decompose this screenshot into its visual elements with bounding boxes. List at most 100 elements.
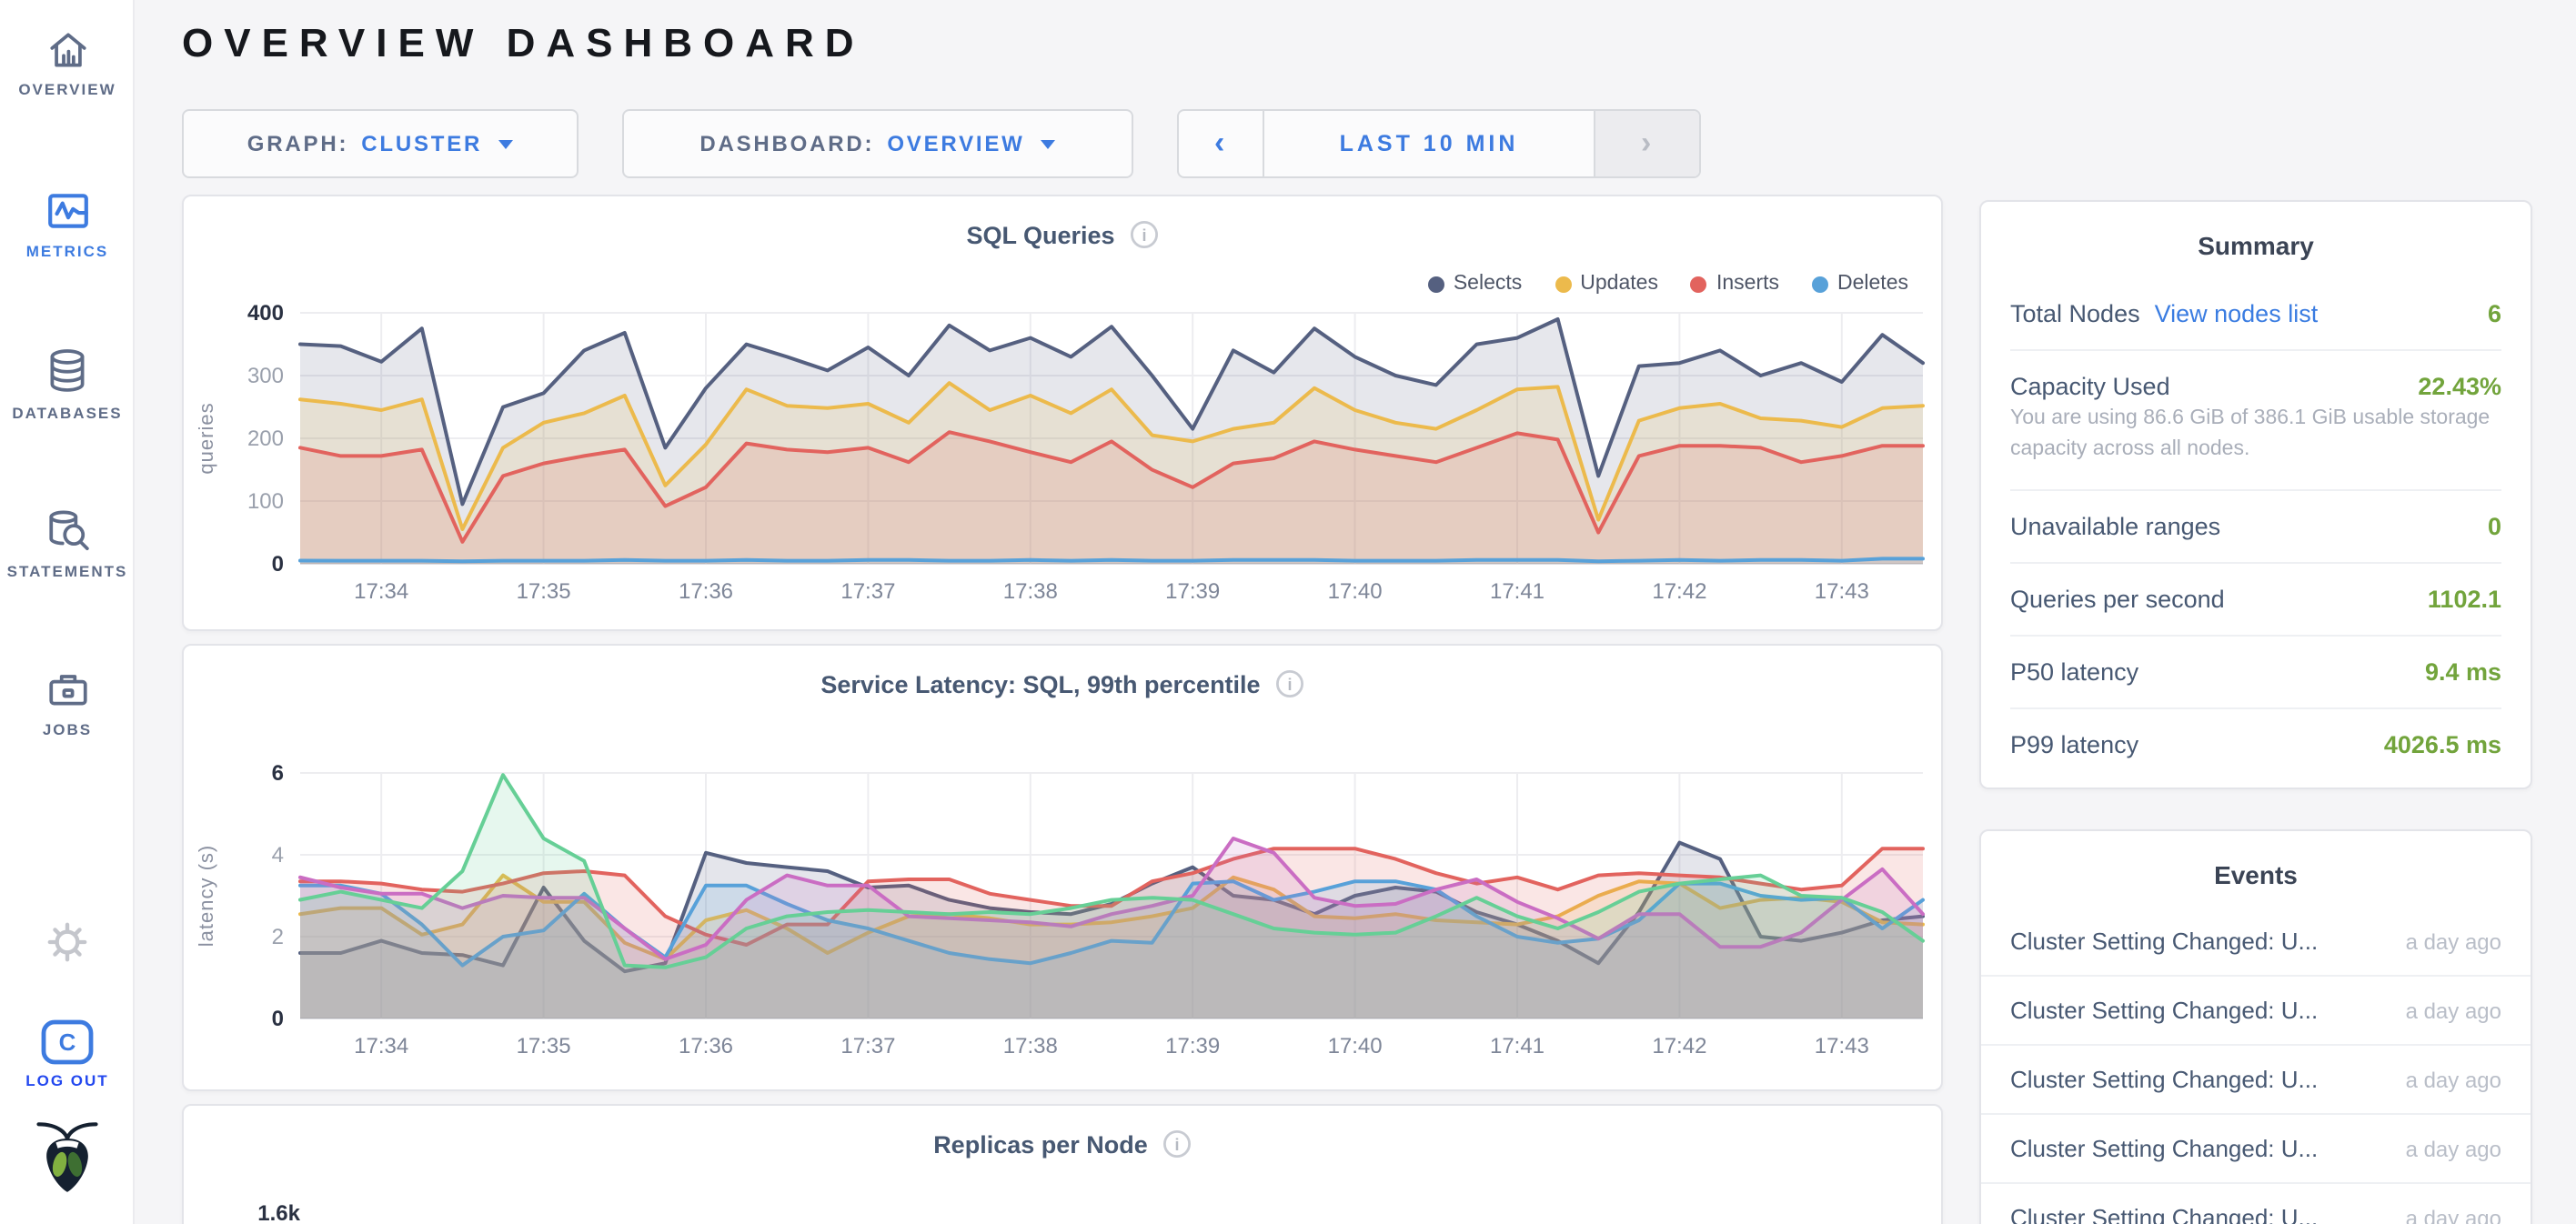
time-range-button[interactable]: LAST 10 MIN [1264,111,1594,176]
svg-text:17:37: 17:37 [840,1034,895,1058]
metrics-icon [0,189,135,235]
service-latency-chart[interactable]: 17:34 17:35 17:36 17:37 17:38 17:39 17:40 17:41… [184,646,1941,1089]
summary-title: Summary [2198,231,2314,260]
capacity-caption: You are using 86.6 GiB of 386.1 GiB usab… [2010,407,2490,461]
replicas-per-node-panel: Replicas per Node i 1.6k [182,1104,1943,1224]
svg-text:17:43: 17:43 [1815,1034,1869,1058]
svg-text:4: 4 [272,843,284,868]
time-range-label: LAST 10 MIN [1339,131,1519,156]
sidebar-item-label: JOBS [42,720,93,738]
logout-button[interactable]: C LOG OUT [0,1018,135,1089]
briefcase-icon [0,667,135,713]
dashboard-dropdown[interactable]: DASHBOARD: OVERVIEW [622,109,1133,178]
logout-label: LOG OUT [25,1071,109,1089]
legend-label: Deletes [1837,273,1908,295]
service-latency-title: Service Latency: SQL, 99th percentile i [184,669,1941,698]
info-icon[interactable]: i [1130,220,1159,249]
chevron-down-icon [1041,139,1056,148]
p99-latency-label: P99 latency [2010,730,2139,757]
svg-text:17:36: 17:36 [679,579,733,604]
svg-text:17:37: 17:37 [840,579,895,604]
event-text: Cluster Setting Changed: U... [2010,1204,2319,1224]
chevron-left-icon: ‹ [1213,125,1228,160]
time-prev-button[interactable]: ‹ [1179,111,1264,176]
event-row: Cluster Setting Changed: U... a day ago [1981,908,2531,977]
legend-label: Inserts [1716,273,1779,295]
service-latency-panel: Service Latency: SQL, 99th percentile i … [182,644,1943,1091]
svg-text:17:42: 17:42 [1652,1034,1706,1058]
graph-value: CLUSTER [361,131,483,156]
summary-row-total-nodes: Total Nodes View nodes list 6 [1981,278,2531,349]
page-title: OVERVIEW DASHBOARD [182,20,865,65]
legend-item-inserts[interactable]: Inserts [1690,273,1779,295]
dashboard-value: OVERVIEW [887,131,1025,156]
time-next-button[interactable]: › [1594,111,1699,176]
graph-dropdown[interactable]: GRAPH: CLUSTER [182,109,579,178]
sql-chart-legend: Selects Updates Inserts Deletes [1427,273,1908,295]
chevron-down-icon [498,139,514,148]
sidebar-item-databases[interactable]: DATABASES [0,347,135,422]
time-range-selector: ‹ LAST 10 MIN › [1177,109,1701,178]
divider [2010,561,2501,563]
legend-item-updates[interactable]: Updates [1555,273,1658,295]
svg-text:17:39: 17:39 [1165,579,1220,604]
summary-panel: Summary Total Nodes View nodes list 6 Cap… [1979,200,2532,789]
cockroachdb-logo[interactable] [0,1119,135,1195]
replicas-ytick: 1.6k [257,1200,300,1224]
sidebar-item-jobs[interactable]: JOBS [0,667,135,738]
p50-latency-label: P50 latency [2010,657,2139,685]
info-icon[interactable]: i [1162,1129,1192,1159]
event-text: Cluster Setting Changed: U... [2010,997,2319,1024]
event-row: Cluster Setting Changed: U... a day ago [1981,977,2531,1046]
summary-row-unavailable-ranges: Unavailable ranges 0 [1981,490,2531,561]
svg-text:17:39: 17:39 [1165,1034,1220,1058]
view-nodes-list-link[interactable]: View nodes list [2154,300,2319,327]
event-time: a day ago [2405,1068,2501,1093]
capacity-label: Capacity Used [2010,373,2170,400]
event-time: a day ago [2405,1206,2501,1224]
gear-icon [0,920,135,964]
svg-text:C: C [59,1028,76,1056]
divider [2010,634,2501,636]
sidebar-item-label: METRICS [25,242,109,260]
event-row: Cluster Setting Changed: U... a day ago [1981,1184,2531,1224]
svg-text:17:40: 17:40 [1328,1034,1383,1058]
statements-icon [0,507,135,555]
events-panel: Events Cluster Setting Changed: U... a da… [1979,829,2532,1224]
svg-text:i: i [1287,676,1292,694]
summary-row-p99: P99 latency 4026.5 ms [1981,708,2531,779]
legend-item-selects[interactable]: Selects [1427,273,1522,295]
event-time: a day ago [2405,1137,2501,1162]
svg-text:17:36: 17:36 [679,1034,733,1058]
capacity-value: 22.43% [2418,373,2501,400]
total-nodes-value: 6 [2487,300,2501,327]
sidebar-item-overview[interactable]: OVERVIEW [0,27,135,98]
sidebar: OVERVIEW METRICS DATABASES [0,0,135,1224]
cockroach-c-icon: C [0,1018,135,1066]
summary-row-p50: P50 latency 9.4 ms [1981,636,2531,707]
svg-text:2: 2 [272,925,284,949]
sql-queries-chart[interactable]: 17:34 17:35 17:36 17:37 17:38 17:39 17:40 17:41… [184,196,1941,629]
home-icon [0,27,135,73]
legend-item-deletes[interactable]: Deletes [1812,273,1908,295]
info-icon[interactable]: i [1275,669,1304,698]
qps-value: 1102.1 [2427,585,2501,612]
summary-row-capacity: Capacity Used 22.43% [1981,351,2531,404]
dashboard-label: DASHBOARD: [699,131,875,156]
svg-text:i: i [1142,226,1146,245]
svg-text:17:38: 17:38 [1003,579,1058,604]
svg-text:6: 6 [272,761,284,786]
sidebar-item-label: STATEMENTS [6,562,128,580]
p99-latency-value: 4026.5 ms [2383,730,2501,757]
svg-text:0: 0 [272,1007,284,1031]
svg-text:latency (s): latency (s) [195,845,217,947]
sidebar-item-label: DATABASES [12,404,123,422]
settings-button[interactable] [0,920,135,964]
divider [2010,707,2501,708]
sidebar-item-statements[interactable]: STATEMENTS [0,507,135,580]
legend-dot [1427,276,1444,292]
svg-text:17:42: 17:42 [1652,579,1706,604]
sidebar-item-metrics[interactable]: METRICS [0,189,135,260]
replicas-per-node-title: Replicas per Node i [184,1129,1941,1159]
